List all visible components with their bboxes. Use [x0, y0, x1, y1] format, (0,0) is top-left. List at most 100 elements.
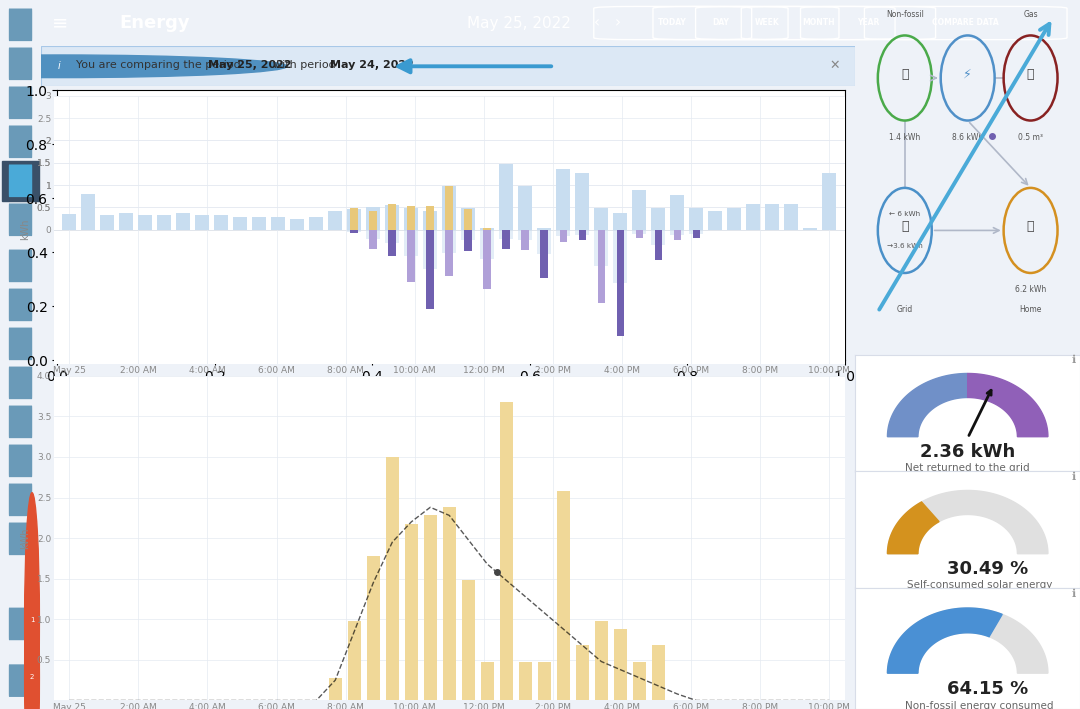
Bar: [635, 230, 643, 238]
Bar: [271, 217, 285, 230]
Bar: [389, 230, 396, 256]
Bar: [674, 230, 681, 240]
Text: Gas: Gas: [1023, 11, 1038, 19]
Bar: [442, 230, 457, 252]
Bar: [597, 230, 605, 303]
Bar: [366, 207, 380, 230]
Bar: [328, 678, 342, 700]
Text: May 25, 2022: May 25, 2022: [208, 60, 292, 70]
Text: 🌿: 🌿: [901, 68, 908, 81]
Bar: [556, 169, 570, 230]
Bar: [671, 195, 685, 230]
Text: ℹ: ℹ: [1071, 588, 1076, 598]
Polygon shape: [888, 608, 1048, 673]
FancyBboxPatch shape: [9, 125, 32, 158]
Bar: [481, 661, 494, 700]
Bar: [81, 194, 95, 230]
Bar: [423, 211, 437, 230]
Bar: [464, 230, 472, 251]
Bar: [671, 230, 685, 235]
Bar: [556, 230, 570, 236]
FancyBboxPatch shape: [9, 164, 32, 197]
Bar: [100, 215, 114, 230]
Bar: [138, 215, 152, 230]
Circle shape: [25, 493, 39, 709]
Text: ⚡: ⚡: [963, 68, 972, 81]
Text: ≡: ≡: [52, 13, 68, 33]
Bar: [613, 629, 627, 700]
Bar: [540, 230, 549, 278]
FancyBboxPatch shape: [9, 86, 32, 119]
FancyBboxPatch shape: [9, 664, 32, 697]
Circle shape: [0, 55, 287, 77]
Bar: [347, 208, 362, 230]
Bar: [556, 491, 570, 700]
Bar: [233, 217, 247, 230]
Bar: [522, 230, 529, 250]
Text: Home: Home: [1020, 305, 1042, 314]
Bar: [613, 230, 627, 283]
FancyBboxPatch shape: [9, 48, 32, 80]
Text: ›: ›: [615, 16, 621, 30]
Bar: [445, 186, 454, 230]
Text: May 25, 2022: May 25, 2022: [467, 16, 571, 30]
Text: ℹ: ℹ: [1071, 471, 1076, 481]
Text: 2.36 kWh: 2.36 kWh: [920, 443, 1015, 461]
Y-axis label: kWh: kWh: [21, 219, 30, 240]
Bar: [804, 228, 818, 230]
Polygon shape: [888, 502, 940, 554]
Text: →3.6 kWh: →3.6 kWh: [887, 243, 922, 250]
Bar: [405, 523, 418, 700]
Bar: [708, 211, 723, 230]
Polygon shape: [888, 374, 968, 437]
Bar: [499, 230, 513, 240]
Bar: [443, 507, 456, 700]
Text: i: i: [57, 61, 60, 72]
Polygon shape: [888, 491, 1048, 554]
Bar: [518, 186, 532, 230]
Bar: [407, 230, 415, 282]
Text: YEAR: YEAR: [856, 18, 879, 27]
Text: Grid: Grid: [896, 305, 913, 314]
Bar: [427, 206, 434, 230]
Bar: [518, 661, 532, 700]
Bar: [766, 203, 780, 230]
Text: 1: 1: [30, 618, 35, 623]
Bar: [407, 206, 415, 230]
Bar: [617, 230, 624, 336]
Bar: [309, 217, 323, 230]
Text: 🏠: 🏠: [1027, 220, 1035, 233]
Bar: [594, 208, 608, 230]
Bar: [366, 230, 380, 240]
Bar: [119, 213, 133, 230]
Text: 0.5 m³: 0.5 m³: [1018, 133, 1043, 142]
Bar: [348, 621, 361, 700]
Bar: [727, 208, 742, 230]
Bar: [689, 230, 703, 234]
Bar: [328, 211, 342, 230]
Bar: [369, 230, 377, 249]
Text: May 24, 2022: May 24, 2022: [330, 60, 414, 70]
Bar: [651, 230, 665, 245]
Bar: [157, 215, 172, 230]
Bar: [386, 205, 400, 230]
Bar: [537, 230, 552, 254]
Bar: [651, 208, 665, 230]
Polygon shape: [968, 374, 1048, 437]
Bar: [366, 556, 380, 700]
Text: 6.2 kWh: 6.2 kWh: [1015, 285, 1047, 294]
Bar: [576, 645, 589, 700]
Bar: [576, 230, 590, 235]
Text: You are comparing the period: You are comparing the period: [76, 60, 244, 70]
Text: Non-fossil: Non-fossil: [886, 11, 923, 19]
Text: TODAY: TODAY: [659, 18, 687, 27]
Bar: [784, 203, 798, 230]
Bar: [502, 230, 510, 249]
Bar: [689, 208, 703, 230]
Text: COMPARE DATA: COMPARE DATA: [932, 18, 999, 27]
Bar: [445, 230, 454, 276]
Bar: [442, 186, 457, 230]
Bar: [351, 230, 359, 233]
Bar: [481, 230, 495, 259]
FancyBboxPatch shape: [9, 250, 32, 282]
